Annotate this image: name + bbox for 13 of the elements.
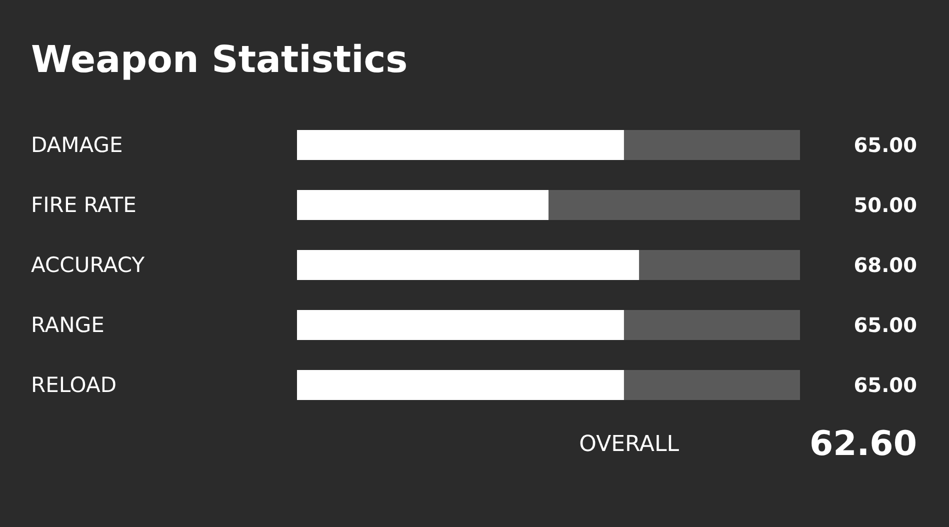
y-tick-label: RELOAD xyxy=(31,373,117,397)
y-tick-label: FIRE RATE xyxy=(31,193,136,217)
data-label: 65.00 xyxy=(854,313,917,337)
data-label: 50.00 xyxy=(854,193,917,217)
y-tick-label: DAMAGE xyxy=(31,133,123,157)
y-tick-label: ACCURACY xyxy=(31,253,145,277)
chart-title: Weapon Statistics xyxy=(31,38,408,81)
text: 62.60 xyxy=(809,424,917,464)
text: OVERALL xyxy=(579,432,679,457)
y-tick-label: RANGE xyxy=(31,313,104,337)
data-label: 65.00 xyxy=(854,373,917,397)
data-label: 68.00 xyxy=(854,253,917,277)
data-label: 65.00 xyxy=(854,133,917,157)
